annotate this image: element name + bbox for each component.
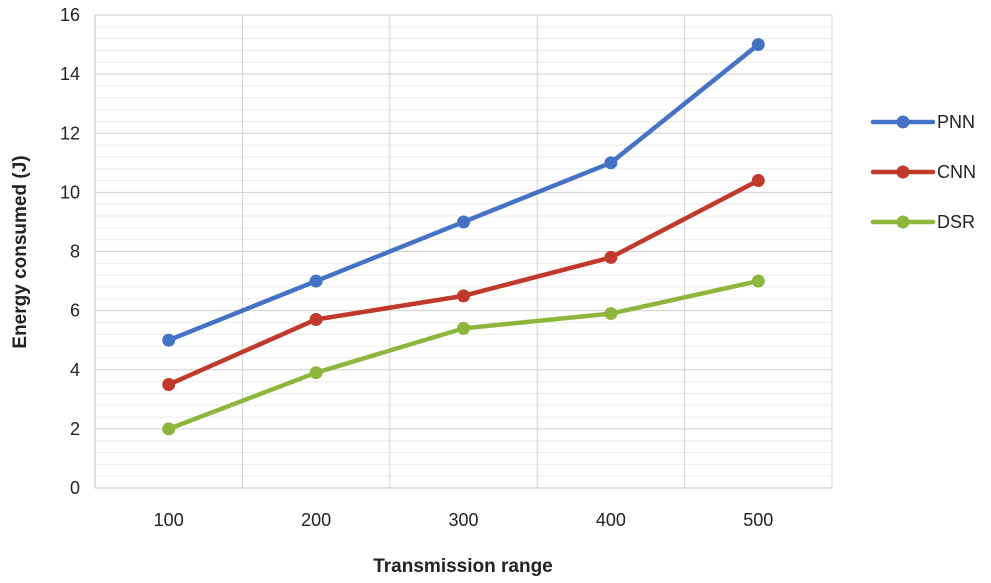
legend-swatch-marker [896, 165, 910, 179]
x-tick-labels: 100 200 300 400 500 [154, 510, 774, 530]
y-tick-label: 6 [70, 301, 80, 321]
x-tick-label: 400 [596, 510, 626, 530]
legend-item-pnn: PNN [870, 112, 975, 132]
legend-label: CNN [937, 162, 976, 182]
series-line-cnn [166, 178, 761, 387]
y-tick-label: 14 [60, 64, 80, 84]
data-point-pnn [604, 156, 618, 170]
y-tick-label: 0 [70, 478, 80, 498]
y-tick-label: 10 [60, 182, 80, 202]
y-tick-labels: 0 2 4 6 8 10 12 14 16 [60, 5, 80, 498]
y-tick-label: 4 [70, 360, 80, 380]
data-point-cnn [309, 312, 323, 326]
series-dsr [162, 274, 765, 436]
series-group [162, 38, 765, 436]
legend-label: PNN [937, 112, 975, 132]
data-point-dsr [309, 366, 323, 380]
data-point-dsr [457, 321, 470, 335]
data-point-cnn [751, 174, 765, 188]
x-tick-label: 300 [448, 510, 478, 530]
data-point-dsr [604, 307, 618, 321]
x-axis-title: Transmission range [373, 556, 553, 577]
data-point-pnn [751, 38, 765, 52]
series-cnn [162, 174, 765, 392]
legend-swatch-marker [896, 115, 910, 129]
legend-label: DSR [937, 212, 975, 232]
series-pnn [162, 38, 765, 347]
data-point-dsr [162, 422, 176, 436]
legend-item-dsr: DSR [870, 212, 975, 232]
y-tick-label: 8 [70, 242, 80, 262]
legend: PNN CNN DSR [870, 112, 976, 232]
y-axis-title: Energy consumed (J) [10, 155, 31, 348]
data-point-pnn [457, 215, 470, 229]
legend-item-cnn: CNN [870, 162, 976, 182]
axes [94, 15, 832, 489]
x-tick-label: 100 [154, 510, 184, 530]
data-point-cnn [457, 289, 470, 303]
legend-swatch-marker [896, 215, 910, 229]
data-point-pnn [309, 274, 323, 288]
y-tick-label: 12 [60, 123, 80, 143]
x-tick-label: 500 [743, 510, 773, 530]
data-point-cnn [162, 378, 176, 392]
data-point-dsr [751, 274, 765, 288]
data-point-cnn [604, 250, 618, 264]
data-point-pnn [162, 333, 176, 347]
y-tick-label: 16 [60, 5, 80, 25]
x-tick-label: 200 [301, 510, 331, 530]
y-tick-label: 2 [70, 419, 80, 439]
